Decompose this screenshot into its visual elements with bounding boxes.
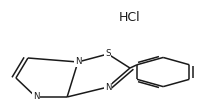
Text: N: N — [33, 92, 39, 102]
Text: HCl: HCl — [119, 11, 140, 24]
Text: S: S — [105, 49, 111, 59]
Text: N: N — [105, 83, 111, 92]
Text: N: N — [75, 57, 81, 67]
